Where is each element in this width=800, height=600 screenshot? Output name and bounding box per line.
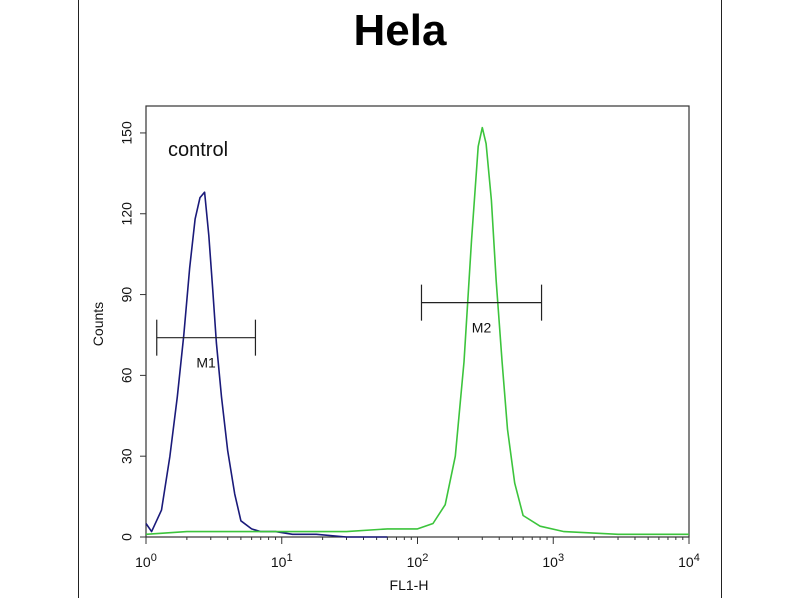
- x-tick-exponent: 0: [151, 552, 157, 564]
- x-tick-label: 100: [135, 552, 157, 570]
- marker-label: M2: [472, 320, 492, 336]
- x-tick-base: 10: [542, 554, 558, 570]
- marker-label: M1: [196, 355, 216, 371]
- x-tick-base: 10: [678, 554, 694, 570]
- x-tick-label: 104: [678, 552, 700, 570]
- x-axis-title: FL1-H: [390, 577, 429, 593]
- x-tick-label: 102: [407, 552, 429, 570]
- figure-frame: [78, 0, 722, 598]
- y-axis-title: Counts: [90, 302, 106, 346]
- x-tick-exponent: 1: [286, 552, 292, 564]
- chart-title: Hela: [353, 6, 447, 55]
- x-tick-base: 10: [135, 554, 151, 570]
- y-tick-label: 150: [119, 121, 135, 145]
- series-line-2: [145, 126, 689, 536]
- marker-layer: M1 M2: [156, 284, 543, 371]
- y-tick-label: 90: [119, 287, 135, 303]
- y-tick-label: 0: [119, 533, 135, 541]
- x-axis: 100 101 102 103 104: [135, 537, 700, 570]
- x-tick-label: 103: [542, 552, 564, 570]
- plot-area: [145, 105, 690, 538]
- x-tick-exponent: 2: [422, 552, 428, 564]
- series-layer: [145, 126, 689, 538]
- x-tick-exponent: 4: [694, 552, 700, 564]
- x-tick-base: 10: [271, 554, 287, 570]
- x-tick-label: 101: [271, 552, 293, 570]
- y-tick-label: 30: [119, 448, 135, 464]
- x-tick-exponent: 3: [558, 552, 564, 564]
- y-tick-label: 60: [119, 367, 135, 383]
- y-axis: 0 30 60 90 120 150: [119, 121, 146, 541]
- x-tick-base: 10: [407, 554, 423, 570]
- annotation-control: control: [168, 139, 228, 161]
- y-tick-label: 120: [119, 202, 135, 226]
- series-line-1: [145, 191, 388, 538]
